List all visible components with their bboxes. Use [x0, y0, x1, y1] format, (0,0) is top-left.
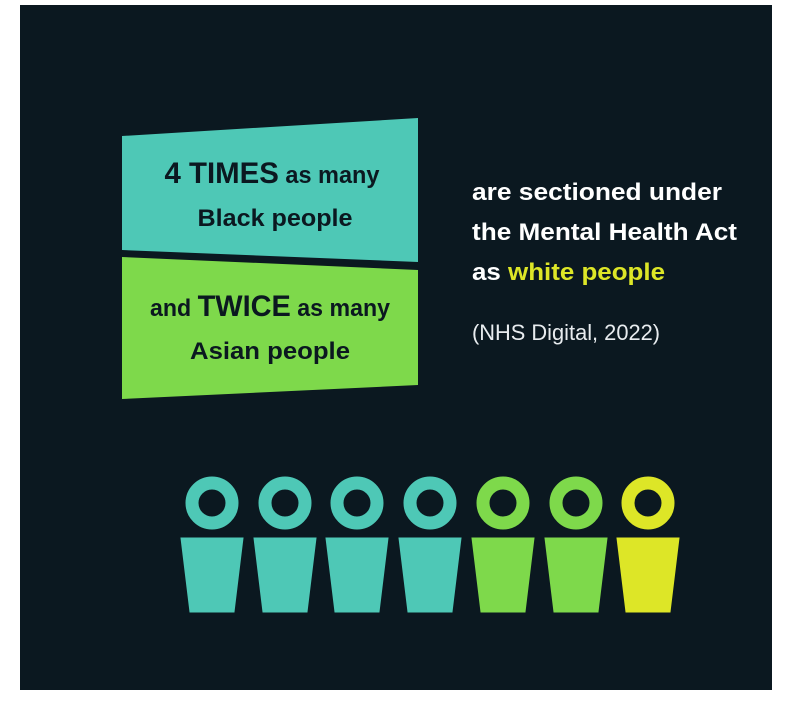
- text: and: [150, 295, 198, 322]
- text: as: [472, 259, 508, 286]
- text: as many: [279, 162, 380, 189]
- black-block: [122, 118, 418, 262]
- black-line-2: Black people: [198, 205, 353, 232]
- highlight: white people: [507, 259, 665, 286]
- asian-block: [122, 257, 418, 399]
- asian-line-1: and TWICE as many: [150, 290, 391, 323]
- black-line-1: 4 TIMES as many: [165, 157, 381, 190]
- statement-line-3: as white people: [472, 259, 665, 286]
- emphasis: TWICE: [198, 290, 291, 323]
- statement-line-2: the Mental Health Act: [472, 219, 737, 246]
- statement-line-1: are sectioned under: [472, 179, 722, 206]
- text: as many: [291, 295, 391, 322]
- asian-line-2: Asian people: [190, 338, 350, 365]
- emphasis: 4 TIMES: [165, 157, 279, 190]
- source: (NHS Digital, 2022): [472, 320, 660, 345]
